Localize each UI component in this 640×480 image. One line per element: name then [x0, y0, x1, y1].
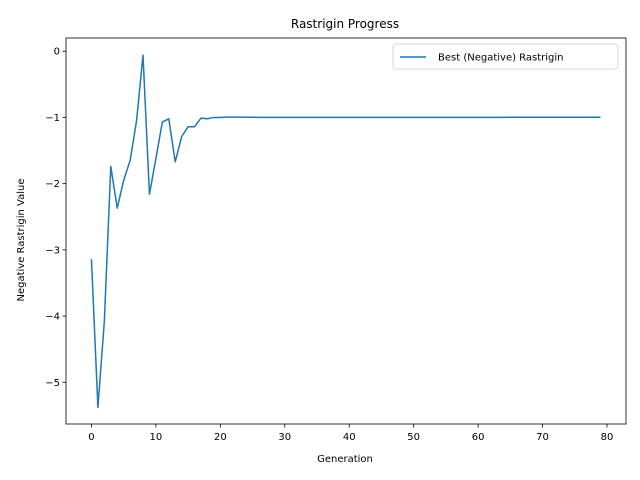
x-tick-label: 60: [472, 432, 485, 443]
x-axis-label: Generation: [317, 454, 373, 465]
legend-box: [392, 43, 619, 70]
x-tick-label: 70: [536, 432, 549, 443]
y-tick-label: −3: [45, 245, 60, 256]
y-axis-label: Negative Rastrigin Value: [16, 178, 27, 301]
y-tick-label: −1: [45, 113, 60, 124]
legend-label: Best (Negative) Rastrigin: [438, 53, 564, 64]
x-tick-label: 0: [88, 432, 94, 443]
y-tick-label: 0: [54, 47, 60, 58]
y-tick-label: −4: [45, 312, 60, 323]
axes-frame: [65, 37, 627, 425]
y-tick-label: −5: [45, 378, 60, 389]
chart-title: Rastrigin Progress: [291, 17, 399, 31]
legend: Best (Negative) Rastrigin: [392, 43, 619, 70]
plot-area: 0 10 20 30 40 50 60 70 80 0 −1 −2 −3 −4 −5: [45, 37, 627, 443]
x-tick-label: 50: [407, 432, 420, 443]
x-tick-label: 80: [601, 432, 614, 443]
x-tick-label: 20: [214, 432, 227, 443]
x-tick-label: 30: [278, 432, 291, 443]
x-tick-label: 40: [343, 432, 356, 443]
x-tick-label: 10: [150, 432, 163, 443]
y-tick-label: −2: [45, 179, 60, 190]
series-line: [90, 54, 601, 409]
